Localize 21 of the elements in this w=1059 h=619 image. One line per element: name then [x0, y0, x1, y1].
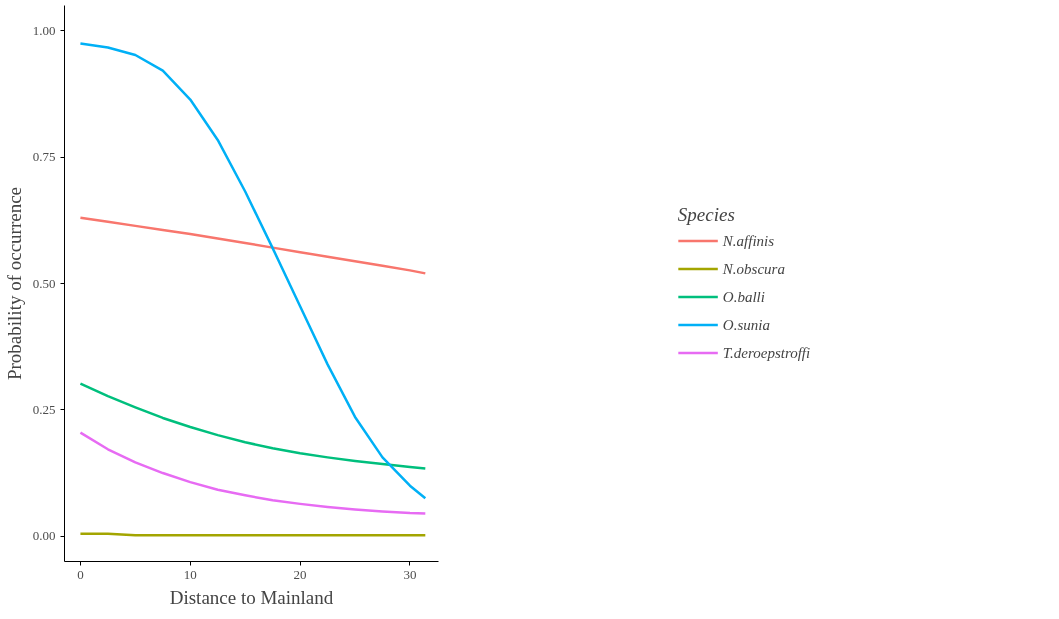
- line-series: [79, 216, 427, 275]
- x-tick-label: 0: [77, 566, 84, 582]
- legend-label: O.balli: [722, 288, 765, 305]
- legend-label: O.sunia: [722, 316, 770, 333]
- line-series: [79, 431, 427, 515]
- x-tick-label: 20: [293, 566, 307, 582]
- y-tick-label: 0.25: [32, 401, 56, 417]
- y-tick-label: 0.50: [32, 275, 56, 291]
- legend-label: T.deroepstroffi: [722, 344, 811, 361]
- x-tick-label: 30: [403, 566, 417, 582]
- y-axis-title: Probability of occurrence: [3, 186, 25, 381]
- y-tick-label: 0.75: [32, 149, 56, 165]
- x-axis-title: Distance to Mainland: [169, 586, 334, 608]
- line-series: [79, 42, 427, 500]
- line-series: [79, 382, 427, 470]
- legend-label: N.obscura: [722, 260, 785, 277]
- legend-label: N.affinis: [722, 232, 775, 249]
- x-tick-label: 10: [183, 566, 197, 582]
- y-tick-label: 1.00: [32, 22, 56, 38]
- y-tick-label: 0.00: [32, 528, 56, 544]
- legend-title: Species: [677, 203, 736, 226]
